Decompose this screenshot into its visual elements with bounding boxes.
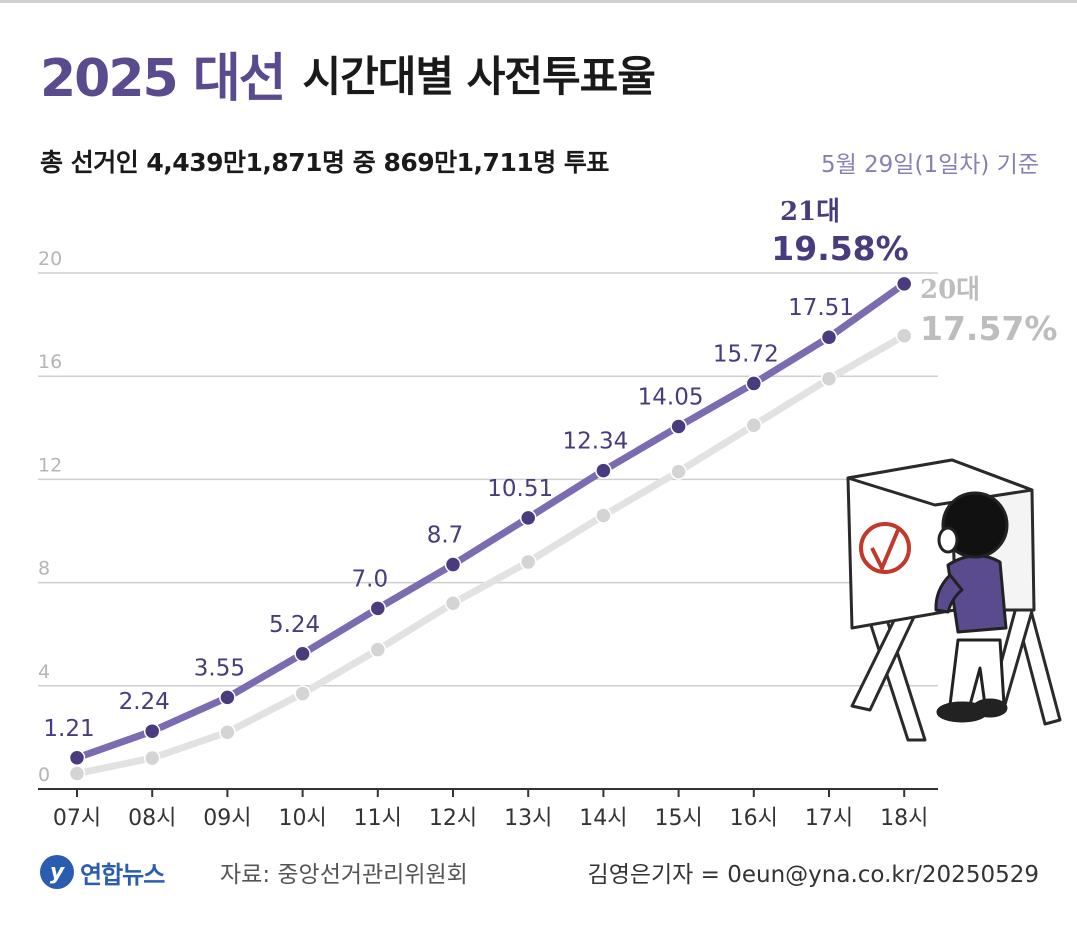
data-label: 14.05: [638, 385, 704, 411]
data-point: [219, 723, 236, 741]
data-label: 5.24: [269, 612, 320, 638]
data-label: 8.7: [427, 523, 464, 549]
series-lines: [68, 275, 913, 782]
data-point: [670, 463, 687, 480]
data-point: [294, 645, 311, 663]
voter-figure: [934, 491, 1009, 723]
x-axis: 07시 08시 09시 10시 11시 12시 13시 14시 15시 16시 17시 18시: [38, 788, 938, 831]
data-point: [895, 275, 913, 293]
data-point: [670, 418, 687, 435]
data-label: 15.72: [713, 341, 779, 367]
basis-date: 5월 29일(1일차) 기준: [820, 152, 1039, 178]
yonhap-logo-icon: y: [40, 855, 74, 889]
data-point: [444, 556, 462, 573]
x-tick-label: 11시: [354, 806, 402, 831]
data-point: [369, 600, 387, 617]
data-point: [68, 765, 86, 782]
title-strong: 2025 대선: [40, 48, 287, 109]
data-point: [68, 749, 86, 767]
subtitle: 총 선거인 4,439만1,871명 중 869만1,711명 투표: [40, 148, 609, 177]
x-tick-label: 15시: [654, 806, 702, 831]
x-tick-label: 18시: [880, 806, 928, 831]
series-line: [73, 332, 908, 778]
source-note: 자료: 중앙선거관리위원회: [220, 862, 468, 888]
data-label: 1.21: [43, 716, 94, 742]
series-name-21: 21대: [780, 197, 840, 227]
data-label: 10.51: [487, 476, 553, 502]
data-label: 3.55: [194, 655, 245, 681]
y-tick-label: 0: [38, 764, 50, 786]
data-point: [595, 507, 612, 524]
data-point: [745, 416, 763, 434]
data-point: [219, 689, 236, 706]
x-tick-label: 12시: [429, 806, 477, 831]
data-point: [745, 375, 763, 392]
x-tick-label: 09시: [203, 806, 251, 831]
x-tick-label: 07시: [53, 806, 101, 831]
data-point: [294, 685, 311, 702]
y-tick-label: 16: [38, 351, 62, 373]
end-value-20: 17.57%: [920, 309, 1057, 348]
ballot-check-icon: [870, 529, 900, 573]
series-line: [73, 280, 908, 762]
data-point: [444, 594, 462, 612]
voter-face: [937, 526, 959, 554]
top-divider: [0, 0, 1077, 3]
y-tick-label: 8: [38, 558, 50, 580]
title-rest: 시간대별 사전투표율: [302, 51, 656, 101]
voting-booth-illustration: [846, 458, 1062, 742]
logo-text: 연합뉴스: [80, 860, 165, 889]
data-point: [519, 553, 537, 571]
data-label: 12.34: [562, 429, 628, 455]
data-point: [143, 749, 161, 767]
voter-arm: [934, 573, 964, 614]
data-label: 17.51: [788, 295, 854, 321]
voter-pants: [948, 638, 1006, 707]
credit-note: 김영은기자 = 0eun@yna.co.kr/20250529: [587, 862, 1039, 888]
data-point: [519, 509, 537, 527]
data-point: [820, 370, 838, 388]
x-tick-label: 14시: [579, 806, 627, 831]
y-tick-label: 4: [38, 661, 50, 683]
data-point: [143, 722, 161, 740]
x-tick-label: 08시: [128, 806, 176, 831]
data-point: [595, 462, 612, 479]
x-tick-label: 17시: [805, 806, 853, 831]
data-point: [369, 641, 387, 658]
y-tick-label: 20: [38, 248, 62, 270]
voter-head: [941, 491, 1009, 559]
voter-shoe: [972, 698, 1008, 718]
x-tick-label: 13시: [504, 806, 552, 831]
data-labels: 1.21 2.24 3.55 5.24 7.0 8.7 10.51 12.34 14.05 15.…: [43, 295, 854, 742]
data-label: 2.24: [119, 689, 170, 715]
logo: y 연합뉴스: [40, 852, 165, 892]
y-tick-label: 12: [38, 454, 62, 476]
series-name-20: 20대: [920, 275, 980, 305]
data-point: [895, 327, 913, 344]
y-tick-labels: 0 4 8 12 16 20: [38, 248, 62, 786]
ballot-stamp-icon: [859, 522, 911, 574]
end-value-21: 19.58%: [771, 229, 908, 268]
x-tick-label: 10시: [278, 806, 326, 831]
data-point: [820, 328, 838, 346]
x-tick-label: 16시: [730, 806, 778, 831]
data-label: 7.0: [352, 566, 389, 592]
page-title: 2025 대선 시간대별 사전투표율: [40, 38, 656, 109]
